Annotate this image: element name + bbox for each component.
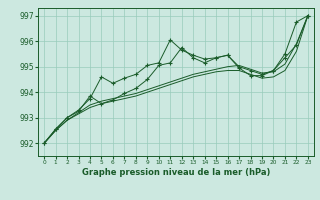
X-axis label: Graphe pression niveau de la mer (hPa): Graphe pression niveau de la mer (hPa) [82,168,270,177]
